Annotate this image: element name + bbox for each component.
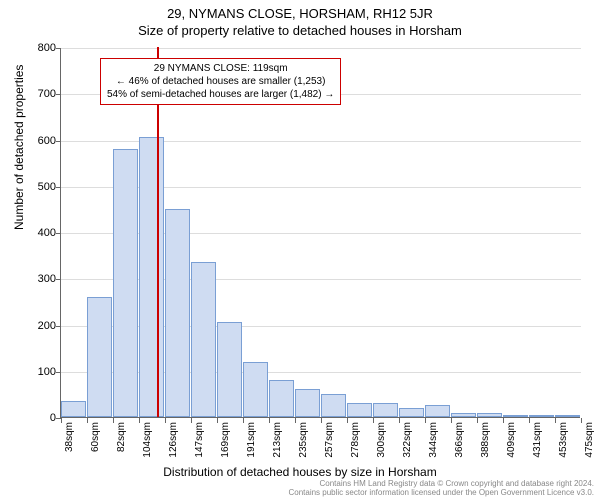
x-tick-label: 213sqm — [272, 422, 283, 458]
x-axis-label: Distribution of detached houses by size … — [0, 465, 600, 479]
x-tick-label: 235sqm — [298, 422, 309, 458]
y-tick-mark — [56, 141, 61, 142]
y-tick-label: 800 — [26, 42, 56, 54]
histogram-bar — [425, 405, 450, 417]
x-tick-mark — [451, 418, 452, 423]
histogram-bar — [477, 413, 502, 417]
x-tick-mark — [269, 418, 270, 423]
x-tick-label: 104sqm — [142, 422, 153, 458]
histogram-bar — [243, 362, 268, 418]
x-tick-label: 257sqm — [324, 422, 335, 458]
histogram-bar — [451, 413, 476, 417]
page-subtitle: Size of property relative to detached ho… — [0, 21, 600, 38]
x-tick-label: 431sqm — [532, 422, 543, 458]
histogram-bar — [113, 149, 138, 417]
x-tick-mark — [581, 418, 582, 423]
histogram-bar — [555, 415, 580, 417]
x-tick-label: 344sqm — [428, 422, 439, 458]
x-tick-mark — [321, 418, 322, 423]
x-tick-mark — [347, 418, 348, 423]
x-tick-label: 366sqm — [454, 422, 465, 458]
histogram-bar — [191, 262, 216, 417]
x-tick-label: 322sqm — [402, 422, 413, 458]
y-axis-label: Number of detached properties — [12, 65, 26, 230]
histogram-bar — [139, 137, 164, 417]
x-tick-mark — [555, 418, 556, 423]
x-tick-label: 38sqm — [64, 422, 75, 452]
x-tick-mark — [87, 418, 88, 423]
annotation-line-2: ← 46% of detached houses are smaller (1,… — [107, 75, 334, 88]
histogram-bar — [529, 415, 554, 417]
x-tick-mark — [217, 418, 218, 423]
x-tick-mark — [503, 418, 504, 423]
histogram-bar — [373, 403, 398, 417]
x-tick-mark — [399, 418, 400, 423]
x-tick-label: 300sqm — [376, 422, 387, 458]
histogram-bar — [217, 322, 242, 417]
histogram-bar — [165, 209, 190, 417]
histogram-bar — [61, 401, 86, 417]
x-tick-mark — [191, 418, 192, 423]
x-tick-label: 191sqm — [246, 422, 257, 458]
x-tick-label: 169sqm — [220, 422, 231, 458]
x-tick-label: 409sqm — [506, 422, 517, 458]
y-tick-mark — [56, 187, 61, 188]
x-tick-mark — [295, 418, 296, 423]
y-tick-mark — [56, 94, 61, 95]
x-tick-label: 126sqm — [168, 422, 179, 458]
annotation-line-3: 54% of semi-detached houses are larger (… — [107, 88, 334, 101]
x-tick-label: 475sqm — [584, 422, 595, 458]
y-tick-label: 600 — [26, 135, 56, 147]
chart-area: 010020030040050060070080038sqm60sqm82sqm… — [60, 48, 580, 418]
y-tick-label: 500 — [26, 181, 56, 193]
x-tick-mark — [425, 418, 426, 423]
y-tick-mark — [56, 233, 61, 234]
y-tick-mark — [56, 372, 61, 373]
y-tick-label: 100 — [26, 366, 56, 378]
y-tick-label: 400 — [26, 227, 56, 239]
histogram-bar — [269, 380, 294, 417]
y-tick-label: 300 — [26, 273, 56, 285]
x-tick-mark — [477, 418, 478, 423]
x-tick-mark — [373, 418, 374, 423]
marker-annotation-box: 29 NYMANS CLOSE: 119sqm ← 46% of detache… — [100, 58, 341, 105]
y-tick-mark — [56, 48, 61, 49]
x-tick-mark — [139, 418, 140, 423]
x-tick-label: 453sqm — [558, 422, 569, 458]
page-address-title: 29, NYMANS CLOSE, HORSHAM, RH12 5JR — [0, 0, 600, 21]
x-tick-label: 147sqm — [194, 422, 205, 458]
histogram-bar — [503, 415, 528, 417]
x-tick-mark — [165, 418, 166, 423]
x-tick-mark — [61, 418, 62, 423]
x-tick-mark — [529, 418, 530, 423]
x-tick-mark — [243, 418, 244, 423]
gridline — [61, 48, 581, 49]
annotation-line-1: 29 NYMANS CLOSE: 119sqm — [107, 62, 334, 75]
y-tick-mark — [56, 326, 61, 327]
x-tick-label: 388sqm — [480, 422, 491, 458]
histogram-bar — [321, 394, 346, 417]
y-tick-label: 200 — [26, 320, 56, 332]
x-tick-label: 82sqm — [116, 422, 127, 452]
y-tick-label: 700 — [26, 88, 56, 100]
y-tick-label: 0 — [26, 412, 56, 424]
x-tick-mark — [113, 418, 114, 423]
histogram-bar — [295, 389, 320, 417]
x-tick-label: 278sqm — [350, 422, 361, 458]
histogram-bar — [399, 408, 424, 417]
footer-attribution: Contains HM Land Registry data © Crown c… — [288, 480, 594, 498]
x-tick-label: 60sqm — [90, 422, 101, 452]
histogram-bar — [87, 297, 112, 417]
histogram-bar — [347, 403, 372, 417]
y-tick-mark — [56, 279, 61, 280]
footer-line-2: Contains public sector information licen… — [288, 489, 594, 498]
